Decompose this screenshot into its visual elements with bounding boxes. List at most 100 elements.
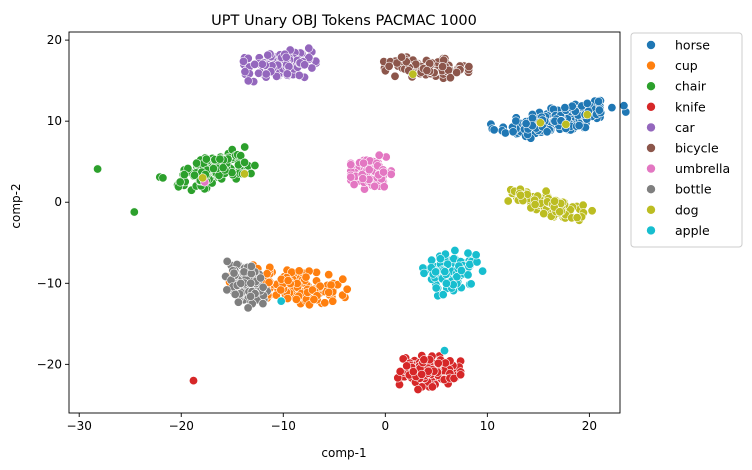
data-point — [239, 267, 249, 277]
series-car — [239, 43, 321, 87]
series-dog — [198, 69, 597, 225]
legend-item-chair: chair — [646, 79, 707, 94]
data-point — [240, 67, 250, 77]
data-point — [364, 165, 374, 175]
data-point — [489, 125, 499, 135]
legend-marker — [646, 122, 656, 133]
data-point — [541, 186, 551, 196]
legend-marker — [646, 163, 656, 174]
data-point — [201, 154, 211, 164]
y-tick-label: 20 — [47, 33, 62, 47]
data-point — [243, 303, 253, 313]
data-point — [324, 287, 334, 297]
series-bottle — [221, 256, 272, 313]
data-point — [503, 196, 513, 206]
data-point — [560, 103, 570, 113]
y-tick-label: 0 — [54, 195, 62, 209]
data-point — [384, 61, 394, 71]
data-point — [240, 142, 250, 152]
data-point — [422, 66, 432, 76]
data-point — [417, 369, 427, 379]
data-point — [572, 213, 582, 223]
legend-marker — [646, 60, 656, 71]
data-point — [283, 276, 293, 286]
data-point — [392, 58, 402, 68]
legend-item-umbrella: umbrella — [646, 161, 730, 176]
data-point — [500, 128, 510, 138]
data-point — [346, 160, 356, 170]
legend-marker — [646, 225, 656, 236]
data-point — [561, 119, 571, 129]
series-apple — [276, 246, 488, 356]
plot-frame — [68, 31, 621, 414]
data-point — [243, 76, 253, 86]
data-point — [264, 277, 274, 287]
data-point — [263, 50, 273, 60]
data-point — [386, 169, 396, 179]
data-point — [539, 209, 549, 219]
data-point — [218, 163, 228, 173]
data-point — [550, 196, 560, 206]
data-point — [189, 376, 199, 386]
legend-marker — [646, 184, 656, 194]
data-point — [236, 278, 246, 288]
data-point — [240, 169, 250, 179]
x-tick-label: 0 — [381, 419, 389, 433]
data-point — [309, 294, 319, 304]
data-point — [431, 283, 441, 293]
legend-item-horse: horse — [646, 38, 710, 53]
data-point — [179, 170, 189, 180]
data-point — [370, 181, 380, 191]
series-knife — [189, 351, 466, 394]
y-tick-label: 10 — [47, 114, 62, 128]
data-point — [257, 59, 267, 69]
data-point — [240, 157, 250, 167]
data-point — [471, 250, 481, 260]
legend-label: bottle — [675, 182, 712, 197]
data-point — [511, 116, 521, 126]
data-point — [587, 206, 597, 216]
data-point — [328, 296, 338, 306]
data-point — [129, 207, 139, 217]
data-point — [250, 59, 260, 69]
data-point — [358, 174, 368, 184]
legend-label: cup — [675, 58, 698, 73]
data-point — [574, 121, 584, 131]
data-point — [276, 285, 286, 295]
legend-item-bicycle: bicycle — [646, 141, 719, 156]
data-point — [229, 268, 239, 278]
data-point — [315, 281, 325, 291]
data-point — [433, 358, 443, 368]
data-point — [294, 70, 304, 80]
data-point — [555, 207, 565, 217]
legend-marker — [646, 40, 656, 50]
legend-label: bicycle — [675, 141, 719, 156]
legend-item-dog: dog — [646, 202, 699, 217]
x-axis-label: comp-1 — [321, 446, 366, 460]
data-point — [300, 60, 310, 70]
data-point — [258, 282, 268, 292]
series-bicycle — [379, 52, 474, 83]
data-point — [282, 69, 292, 79]
legend-item-knife: knife — [646, 99, 706, 114]
x-tick-label: −20 — [169, 419, 194, 433]
legend-marker — [646, 102, 656, 112]
data-point — [450, 246, 460, 256]
data-point — [607, 103, 617, 113]
data-point — [445, 73, 455, 83]
data-point — [250, 161, 260, 171]
data-point — [452, 68, 462, 78]
data-point — [190, 170, 200, 180]
data-point — [516, 190, 526, 200]
data-point — [463, 270, 473, 280]
data-point — [346, 172, 356, 182]
data-point — [230, 289, 240, 299]
data-point — [435, 254, 445, 264]
data-point — [272, 71, 282, 81]
data-point — [215, 154, 225, 164]
data-point — [294, 266, 304, 276]
data-point — [438, 62, 448, 72]
data-point — [374, 150, 384, 160]
legend-label: chair — [675, 79, 707, 94]
data-point — [158, 173, 168, 183]
